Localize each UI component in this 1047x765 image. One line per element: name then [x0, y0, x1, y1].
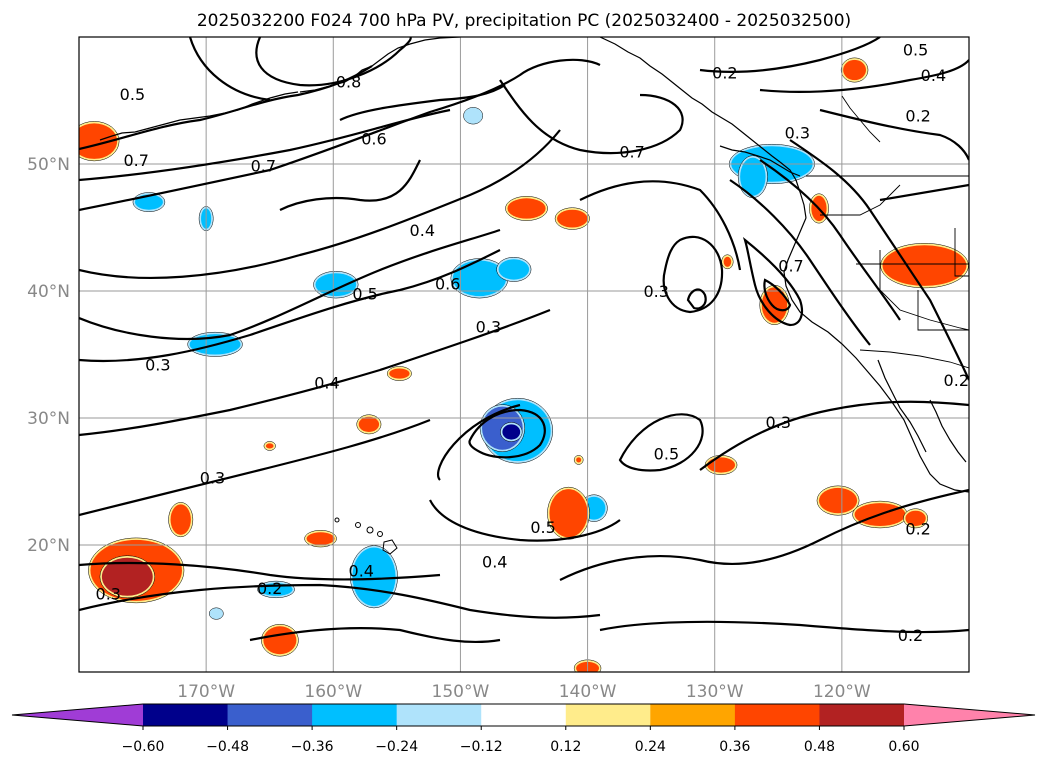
- contour-label: 0.3: [200, 469, 225, 488]
- contour-label: 0.4: [349, 561, 374, 580]
- contour-label: 0.5: [120, 85, 145, 104]
- precip-blob: [507, 198, 546, 219]
- colorbar-tick-label: 0.12: [550, 739, 581, 755]
- contour-label: 0.2: [898, 626, 923, 645]
- colorbar-tick-label: −0.36: [291, 739, 334, 755]
- contour-label: 0.3: [766, 413, 791, 432]
- colorbar-segment: [819, 704, 905, 726]
- lon-tick-label: 130°W: [686, 682, 744, 702]
- precip-blob: [843, 59, 867, 81]
- contour-label: 0.2: [905, 519, 930, 538]
- colorbar: −0.60 −0.48 −0.36 −0.24 −0.12 0.12 0.24 0.36 0.4…: [11, 703, 1036, 755]
- precip-blob: [452, 260, 507, 297]
- contour-label: 0.2: [257, 579, 282, 598]
- contour-label: 0.6: [361, 130, 386, 149]
- precip-blob: [465, 109, 481, 123]
- contour-label: 0.3: [785, 123, 810, 142]
- contour-label: 0.7: [251, 156, 276, 175]
- lon-tick-label: 140°W: [559, 682, 617, 702]
- colorbar-tick-label: −0.60: [122, 739, 165, 755]
- lat-tick-label: 30°N: [27, 409, 70, 429]
- colorbar-segment: [481, 704, 567, 726]
- precip-blob: [79, 123, 118, 159]
- map-frame: [78, 36, 970, 673]
- contour-label: 0.5: [654, 445, 679, 464]
- colorbar-extend-high: [904, 704, 1035, 726]
- contour-label: 0.5: [352, 285, 377, 304]
- contour-label: 0.3: [476, 318, 501, 337]
- precip-blob: [818, 487, 858, 514]
- colorbar-tick-label: 0.48: [804, 739, 835, 755]
- colorbar-segment: [396, 704, 482, 726]
- contour-label: 0.4: [482, 553, 507, 572]
- precip-blob: [882, 245, 967, 286]
- precip-blob: [761, 287, 788, 323]
- precip-blob: [740, 157, 766, 196]
- colorbar-extend-low: [12, 704, 143, 726]
- contour-label: 0.3: [644, 282, 669, 301]
- precip-blob: [170, 504, 191, 535]
- lat-tick-label: 20°N: [27, 536, 70, 556]
- precip-blob: [723, 256, 732, 267]
- precip-blob: [389, 368, 410, 379]
- colorbar-segment: [312, 704, 398, 726]
- lon-tick-label: 160°W: [304, 682, 362, 702]
- contour-label: 0.4: [314, 373, 339, 392]
- contour-label: 0.2: [712, 64, 737, 83]
- lat-tick-label: 40°N: [27, 282, 70, 302]
- colorbar-segment: [143, 704, 229, 726]
- lon-tick-label: 170°W: [177, 682, 235, 702]
- precip-blob: [576, 457, 582, 463]
- precip-blob: [263, 626, 297, 655]
- contour-label: 0.7: [778, 257, 803, 276]
- colorbar-tick-label: −0.48: [206, 739, 249, 755]
- precip-blob: [101, 557, 153, 596]
- contour-label: 0.7: [123, 151, 148, 170]
- lon-tick-label: 120°W: [813, 682, 871, 702]
- colorbar-tick-label: 0.60: [888, 739, 919, 755]
- contour-label: 0.2: [905, 107, 930, 126]
- contour-label: 0.2: [944, 371, 969, 390]
- precip-blob: [707, 457, 736, 473]
- latitude-tick-labels: 50°N 40°N 30°N 20°N: [27, 155, 70, 556]
- contour-labels: 0.5 0.7 0.7 0.6 0.8 0.4 0.5 0.6 0.3 0.3 0.4 0.3 0.3 0…: [96, 41, 969, 645]
- longitude-tick-labels: 170°W 160°W 150°W 140°W 130°W 120°W: [177, 682, 871, 702]
- precip-blob: [134, 194, 163, 210]
- map-area: 0.5 0.7 0.7 0.6 0.8 0.4 0.5 0.6 0.3 0.3 0.4 0.3 0.3 0…: [79, 37, 969, 672]
- precip-blob: [315, 273, 357, 297]
- contour-label: 0.6: [435, 274, 460, 293]
- contour-label: 0.8: [336, 72, 361, 91]
- contour-label: 0.5: [530, 518, 555, 537]
- lat-tick-label: 50°N: [27, 155, 70, 175]
- contour-label: 0.3: [96, 584, 121, 603]
- contour-label: 0.5: [903, 41, 928, 60]
- contour-label: 0.4: [921, 66, 946, 85]
- contour-label: 0.4: [410, 221, 435, 240]
- precip-blob: [905, 510, 926, 526]
- colorbar-segment: [227, 704, 313, 726]
- precip-blob: [306, 532, 335, 546]
- colorbar-segment: [734, 704, 820, 726]
- precip-blob: [557, 209, 588, 228]
- colorbar-segment: [650, 704, 736, 726]
- lon-tick-label: 150°W: [432, 682, 490, 702]
- chart-title: 2025032200 F024 700 hPa PV, precipitatio…: [197, 11, 851, 31]
- precip-blob: [265, 443, 274, 449]
- colorbar-segment: [565, 704, 651, 726]
- hawaiian-islands: [334, 517, 398, 555]
- pv-contours: [79, 37, 969, 644]
- contour-label: 0.7: [619, 142, 644, 161]
- precip-blob: [502, 424, 521, 440]
- precip-blob: [498, 259, 530, 280]
- colorbar-tick-label: −0.12: [460, 739, 503, 755]
- precip-blob: [358, 416, 380, 432]
- colorbar-tick-label: −0.24: [375, 739, 418, 755]
- contour-label: 0.3: [145, 356, 170, 375]
- precip-blob: [549, 489, 588, 538]
- colorbar-tick-label: 0.36: [719, 739, 750, 755]
- precip-blob: [211, 609, 222, 618]
- colorbar-tick-label: 0.24: [635, 739, 666, 755]
